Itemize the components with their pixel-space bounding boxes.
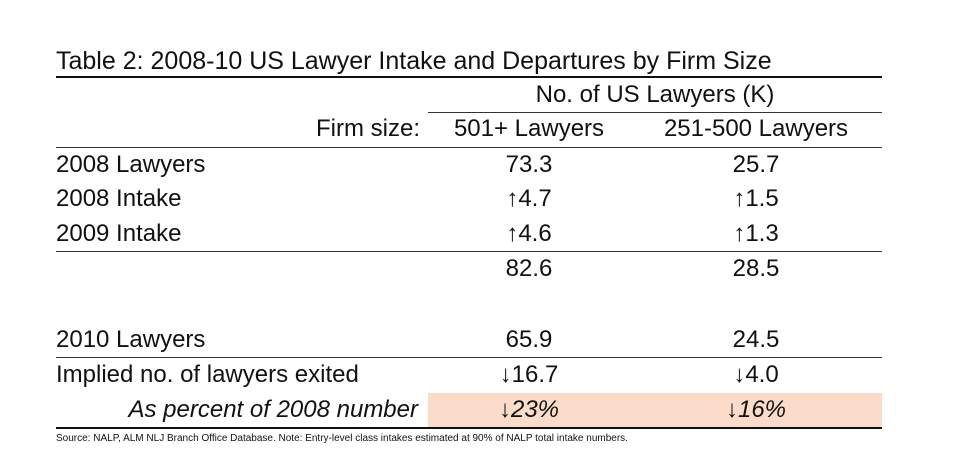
table-row: Implied no. of lawyers exited ↓16.7 ↓4.0 [56, 358, 882, 393]
table-title: Table 2: 2008-10 US Lawyer Intake and De… [56, 46, 882, 78]
firm-size-label: Firm size: [316, 115, 420, 143]
row-label: Implied no. of lawyers exited [56, 361, 359, 389]
table-row: 2008 Lawyers 73.3 25.7 [56, 148, 882, 183]
table-cell: 65.9 [505, 325, 553, 353]
highlighted-cell: ↓23% [428, 392, 630, 427]
percent-row: As percent of 2008 number ↓23% ↓16% [56, 392, 882, 429]
table-spacer [56, 287, 882, 323]
table-row: 2008 Intake ↑4.7 ↑1.5 [56, 182, 882, 217]
row-label: 2008 Lawyers [56, 150, 206, 178]
table-cell: 25.7 [732, 150, 780, 178]
table-cell: ↑4.7 [506, 185, 552, 213]
table-row: 2009 Intake ↑4.6 ↑1.3 [56, 217, 882, 252]
column-header: 501+ Lawyers [453, 115, 605, 143]
table-cell: ↓16.7 [499, 361, 559, 389]
table-cell: ↓4.0 [733, 361, 779, 389]
table-cell: 73.3 [505, 150, 553, 178]
row-label: As percent of 2008 number [128, 395, 418, 423]
highlighted-cell: ↓16% [630, 392, 882, 427]
table-cell: ↑1.5 [733, 185, 779, 213]
row-label: 2008 Intake [56, 185, 182, 213]
table-cell: ↑4.6 [506, 219, 552, 247]
table-cell: 28.5 [732, 255, 780, 283]
row-label: 2009 Intake [56, 219, 182, 247]
subtotal-row: 82.6 28.5 [56, 252, 882, 287]
table-cell: ↑1.3 [733, 219, 779, 247]
column-header: 251-500 Lawyers [663, 115, 849, 143]
group-header: No. of US Lawyers (K) [428, 78, 882, 113]
table-cell: 82.6 [505, 255, 553, 283]
lawyer-table: Table 2: 2008-10 US Lawyer Intake and De… [56, 46, 882, 429]
column-header-row: Firm size: 501+ Lawyers 251-500 Lawyers [56, 112, 882, 148]
table-row: 2010 Lawyers 65.9 24.5 [56, 323, 882, 358]
source-note: Source: NALP, ALM NLJ Branch Office Data… [56, 433, 628, 444]
row-label: 2010 Lawyers [56, 325, 206, 353]
group-header-row: No. of US Lawyers (K) [56, 78, 882, 113]
table-cell: 24.5 [732, 325, 780, 353]
